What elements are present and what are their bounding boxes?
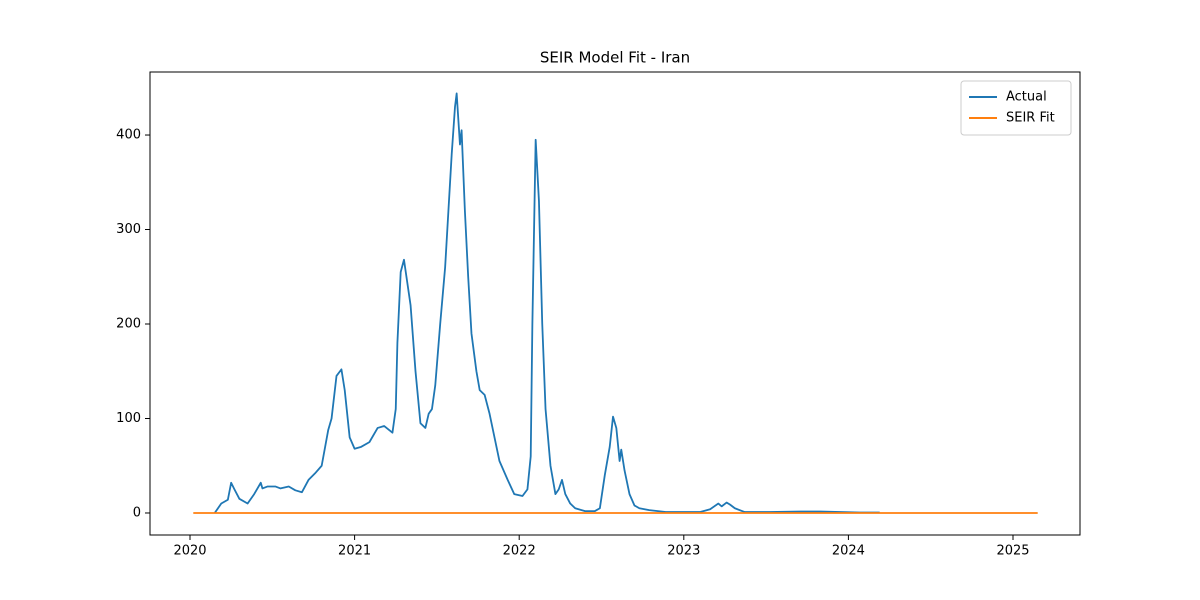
- x-tick-label: 2022: [503, 544, 536, 559]
- plot-frame: [149, 71, 1081, 536]
- legend-box: [960, 80, 1072, 136]
- y-tick-label: 300: [116, 222, 141, 237]
- y-tick-label: 100: [116, 411, 141, 426]
- x-tick-label: 2021: [338, 544, 371, 559]
- legend-label: Actual: [1006, 90, 1047, 105]
- chart-title: SEIR Model Fit - Iran: [540, 49, 690, 67]
- x-tick-label: 2025: [996, 544, 1029, 559]
- y-tick-label: 200: [116, 317, 141, 332]
- y-tick-label: 400: [116, 128, 141, 143]
- x-tick-label: 2020: [173, 544, 206, 559]
- data-line: [213, 92, 880, 514]
- x-tick-label: 2023: [667, 544, 700, 559]
- legend-label: SEIR Fit: [1006, 111, 1055, 126]
- x-tick-label: 2024: [832, 544, 865, 559]
- y-tick-label: 0: [133, 505, 141, 520]
